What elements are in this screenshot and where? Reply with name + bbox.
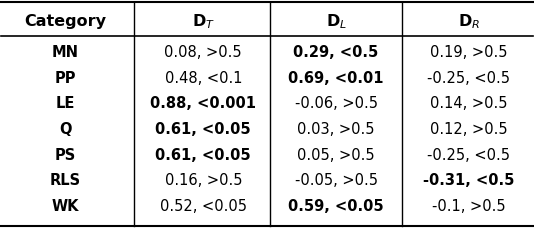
Text: 0.61, <0.05: 0.61, <0.05 xyxy=(155,147,251,162)
Text: 0.88, <0.001: 0.88, <0.001 xyxy=(150,96,256,111)
Text: 0.14, >0.5: 0.14, >0.5 xyxy=(430,96,508,111)
Text: 0.12, >0.5: 0.12, >0.5 xyxy=(430,122,508,136)
Text: -0.25, <0.5: -0.25, <0.5 xyxy=(427,70,511,85)
Text: -0.1, >0.5: -0.1, >0.5 xyxy=(432,198,506,213)
Text: -0.06, >0.5: -0.06, >0.5 xyxy=(295,96,378,111)
Text: 0.59, <0.05: 0.59, <0.05 xyxy=(288,198,384,213)
Text: 0.61, <0.05: 0.61, <0.05 xyxy=(155,122,251,136)
Text: 0.19, >0.5: 0.19, >0.5 xyxy=(430,45,508,60)
Text: 0.52, <0.05: 0.52, <0.05 xyxy=(160,198,247,213)
Text: 0.69, <0.01: 0.69, <0.01 xyxy=(288,70,384,85)
Text: D$_R$: D$_R$ xyxy=(458,12,480,31)
Text: MN: MN xyxy=(52,45,78,60)
Text: PP: PP xyxy=(54,70,76,85)
Text: Q: Q xyxy=(59,122,72,136)
Text: 0.48, <0.1: 0.48, <0.1 xyxy=(164,70,242,85)
Text: 0.05, >0.5: 0.05, >0.5 xyxy=(297,147,375,162)
Text: WK: WK xyxy=(51,198,79,213)
Text: LE: LE xyxy=(56,96,75,111)
Text: 0.29, <0.5: 0.29, <0.5 xyxy=(294,45,379,60)
Text: D$_T$: D$_T$ xyxy=(192,12,215,31)
Text: 0.08, >0.5: 0.08, >0.5 xyxy=(164,45,242,60)
Text: D$_L$: D$_L$ xyxy=(326,12,347,31)
Text: Category: Category xyxy=(24,14,106,29)
Text: -0.31, <0.5: -0.31, <0.5 xyxy=(423,173,515,188)
Text: PS: PS xyxy=(54,147,76,162)
Text: RLS: RLS xyxy=(50,173,81,188)
Text: 0.03, >0.5: 0.03, >0.5 xyxy=(297,122,375,136)
Text: -0.25, <0.5: -0.25, <0.5 xyxy=(427,147,511,162)
Text: -0.05, >0.5: -0.05, >0.5 xyxy=(295,173,378,188)
Text: 0.16, >0.5: 0.16, >0.5 xyxy=(164,173,242,188)
